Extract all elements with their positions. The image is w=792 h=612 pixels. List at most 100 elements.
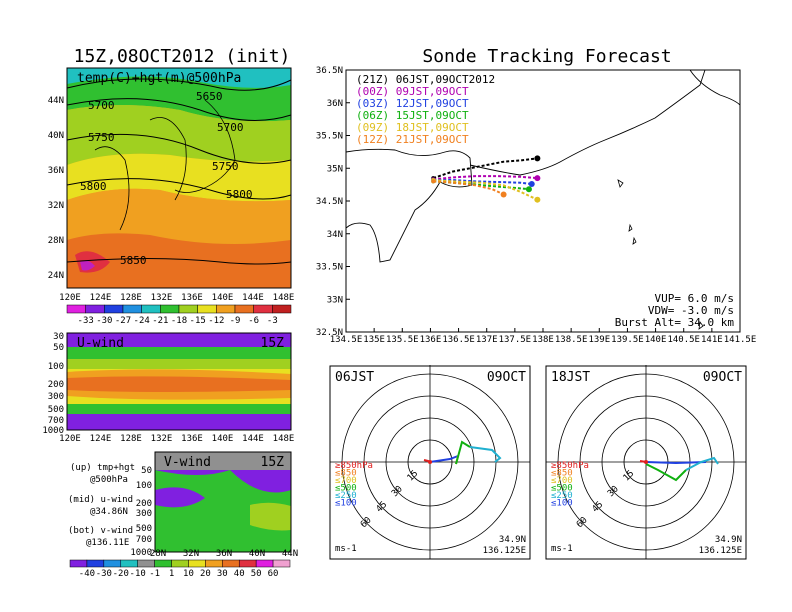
hodo1-lat: 34.9N [499,535,526,545]
lat-tick-label: 28N [48,236,64,246]
pressure-tick-label: 1000 [42,426,64,436]
vwind-lat-axis: 28N 32N 36N 40N 44N [150,549,298,559]
hodo-legend-entry: ≥850hPa [551,461,589,471]
coastlines [94,99,236,231]
colorbar-label: -30 [96,569,112,579]
pressure-tick-label: 200 [48,380,64,390]
colorbar-label: -40 [79,569,95,579]
legend-entry: (06Z) 15JST,09OCT [356,109,469,122]
colorbar-label: 40 [234,569,245,579]
note-top-a: (up) tmp+hgt [70,463,135,473]
lon-tick-label: 132E [151,434,173,444]
hodo-legend-entry: ≤250 [335,491,357,501]
colorbar-label: -9 [230,316,241,326]
contour-5650 [66,78,292,91]
hodograph-18jst: 18JST 09OCT ms-1 34.9N 136.125E 15304560… [545,365,747,560]
uwind-band-sfc [67,414,291,430]
track-endpoint [528,180,535,187]
hodo-origin [428,460,432,464]
lon-tick-label: 132E [151,293,173,303]
vwind-patch-3 [250,502,291,531]
lon-tick-label: 124E [90,293,112,303]
lat-tick-label: 44N [48,96,64,106]
track-endpoint [525,186,532,193]
track-endpoint [534,175,541,182]
lon-tick-label: 140E [645,335,667,345]
legend-entry: (21Z) 06JST,09OCT2012 [356,73,495,86]
track-startpoint [431,179,436,184]
track-endpoint [500,191,507,198]
hodo2-lon: 136.125E [699,546,742,556]
note-bot-a: (bot) v-wind [68,526,133,536]
lat-tick-label: 32N [48,201,64,211]
vwind-patch-1 [155,470,291,493]
track-endpoint [534,155,541,162]
tracking-lon-axis: 134.5E 135E 135.5E 136E 136.5E 137E 137.5E 138E… [330,328,756,345]
lon-tick-label: 135.5E [386,335,419,345]
lon-tick-label: 137E [476,335,498,345]
colorbar-label: -30 [96,316,112,326]
lat-tick-label: 36N [327,99,343,109]
uwind-core [67,376,291,392]
colorbar-swatch [255,559,274,568]
legend-entry: (09Z) 18JST,09OCT [356,121,469,134]
map500-band-5 [67,188,291,244]
colorbar-swatch [188,559,206,568]
contour-label: 5750 [212,160,239,173]
lon-tick-label: 148E [273,434,295,444]
tracking-panel: (21Z) 06JST,09OCT2012(00Z) 09JST,09OCT (0… [316,66,756,345]
note-mid-a: (mid) u-wind [68,495,133,505]
hodo-trace [645,461,707,465]
pressure-tick-label: 100 [136,481,152,491]
colorbar-label: -21 [152,316,168,326]
uwind-lon-axis: 120E 124E 128E 132E 136E 140E 144E 148E [59,434,294,444]
lat-tick-label: 35N [327,164,343,174]
contour-5800 [66,178,292,200]
hodo-legend-entry: ≤500 [551,484,573,494]
lon-tick-label: 141E [701,335,723,345]
lon-tick-label: 135E [363,335,385,345]
colorbar-swatch [222,559,240,568]
colorbar-label: -20 [113,569,129,579]
track-line [433,179,532,185]
legend-entry: (00Z) 09JST,09OCT [356,85,469,98]
map500-contour-labels: 5650 5700 5700 5750 5750 5800 5800 5850 [80,90,253,267]
pressure-tick-label: 700 [136,535,152,545]
hodo-trace [645,463,687,482]
hodo-legend-entry: ≤100 [551,499,573,509]
colorbar-swatch [86,559,105,568]
hodo-trace [455,440,471,465]
lon-tick-label: 134.5E [330,335,363,345]
vwind-time: 15Z [261,455,285,470]
track-line [433,180,505,196]
note-mid-b: @34.86N [90,507,128,517]
note-top-b: @500hPa [90,475,128,485]
tracking-legend: (21Z) 06JST,09OCT2012(00Z) 09JST,09OCT (0… [356,73,495,146]
lat-tick-label: 36N [216,549,232,559]
colorbar-label: -3 [267,316,278,326]
vwind-band-top [155,452,291,470]
hodo-origin [644,460,648,464]
uwind-frame [66,332,292,431]
hodo-legend-entry: ≤700 [335,476,357,486]
track-line [433,179,538,201]
uwind-label: U-wind [77,336,124,351]
uwind-band-top [67,333,291,347]
contour-label: 5650 [196,90,223,103]
lon-tick-label: 140.5E [667,335,700,345]
map500-band-6 [67,233,291,288]
lon-tick-label: 120E [59,434,81,444]
colorbar-label: -18 [171,316,187,326]
map500-label: temp(C)+hgt(m)@500hPa [77,71,241,86]
vwind-frame [154,451,292,553]
lon-tick-label: 124E [90,434,112,444]
colorbar-label: -24 [134,316,150,326]
colorbar-swatch [178,304,198,314]
contour-5700 [66,98,292,121]
left-title: 15Z,08OCT2012 (init) [74,46,291,67]
colorbar-swatch [120,559,138,568]
colorbar-label: -15 [190,316,206,326]
contour-label: 5750 [88,131,115,144]
contour-5750 [66,133,292,164]
